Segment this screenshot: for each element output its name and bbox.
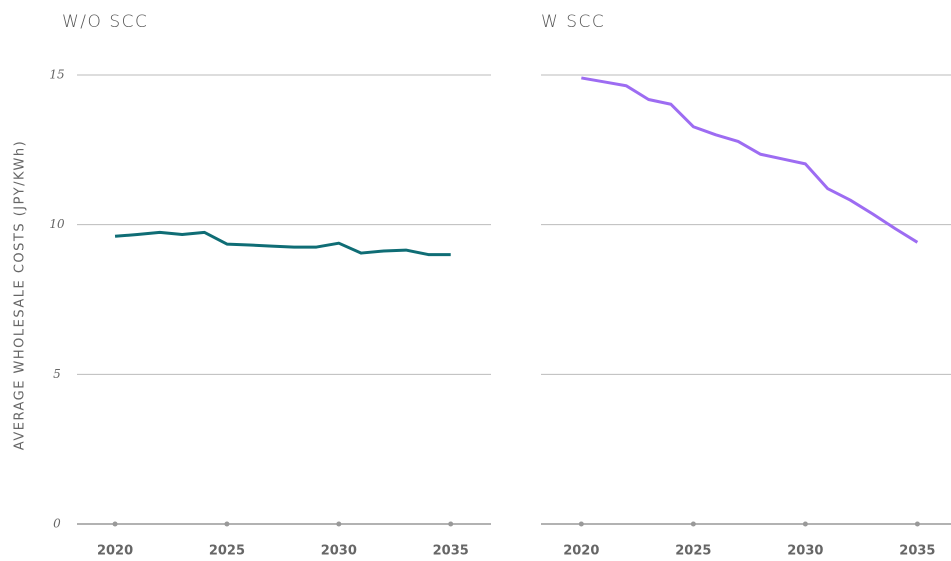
x-tick-label: 2030 <box>787 544 823 559</box>
x-tick-mark <box>112 521 118 527</box>
x-tick-label: 2025 <box>209 544 245 559</box>
x-tick-mark <box>224 521 230 527</box>
x-tick-mark <box>448 521 454 527</box>
y-tick-label: 10 <box>49 217 65 231</box>
line-series <box>114 230 451 257</box>
y-tick-label: 0 <box>53 517 61 531</box>
y-axis-label: AVERAGE WHOLESALE COSTS (JPY/KWh) <box>13 140 28 450</box>
x-tick-label: 2020 <box>97 544 133 559</box>
x-tick-mark <box>690 521 696 527</box>
y-tick-label: 5 <box>53 367 61 381</box>
y-tick-label: 15 <box>49 67 64 81</box>
panel-title: W/O SCC <box>62 12 148 32</box>
x-tick-mark <box>336 521 342 527</box>
line-series <box>581 76 919 244</box>
x-tick-mark <box>802 521 808 527</box>
x-tick-label: 2030 <box>321 544 357 559</box>
x-tick-label: 2020 <box>563 544 599 559</box>
x-tick-label: 2025 <box>675 544 711 559</box>
x-tick-mark <box>578 521 584 527</box>
x-tick-mark <box>914 521 920 527</box>
x-tick-label: 2035 <box>433 544 469 559</box>
x-tick-label: 2035 <box>899 544 935 559</box>
panel-title: W SCC <box>541 12 605 32</box>
